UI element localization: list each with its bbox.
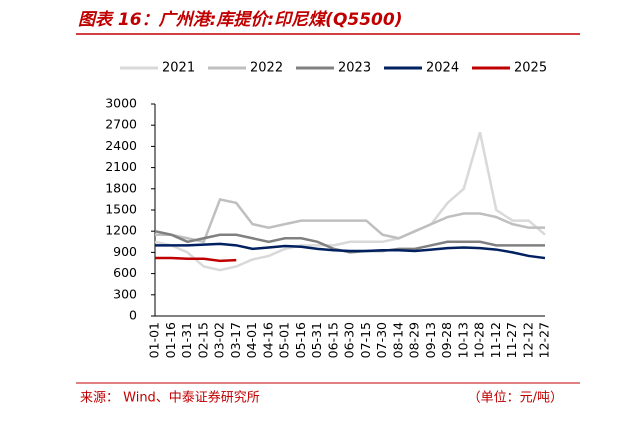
x-tick-label: 04-01 [244,322,259,358]
x-tick-label: 05-31 [309,322,324,358]
x-tick-label: 12-12 [520,322,535,358]
series-line [155,256,237,263]
series-line [155,197,545,244]
x-tick-label: 03-02 [212,322,227,358]
series-line [154,131,546,272]
y-tick-label: 2700 [105,117,137,132]
x-tick-label: 11-27 [504,322,519,358]
y-tick-label: 900 [113,244,137,259]
chart-title: 图表 16：广州港:库提价:印尼煤(Q5500) [78,10,402,30]
legend-label: 2021 [162,61,195,76]
y-tick-label: 2400 [105,138,137,153]
y-tick-label: 1200 [105,223,137,238]
x-tick-label: 01-16 [163,322,178,358]
x-tick-label: 06-30 [342,322,357,358]
series-line [154,229,545,254]
x-tick-label: 08-29 [407,322,422,358]
y-tick-label: 600 [113,265,137,280]
x-tick-label: 05-01 [277,322,292,358]
y-tick-label: 2100 [105,159,137,174]
y-tick-label: 300 [113,286,137,301]
x-tick-label: 01-31 [179,322,194,358]
x-tick-label: 12-27 [537,322,552,358]
x-tick-label: 07-15 [358,322,373,358]
x-tick-label: 10-13 [455,322,470,358]
x-tick-label: 01-01 [147,322,162,358]
legend-label: 2025 [514,61,547,76]
y-tick-label: 0 [129,308,137,323]
legend-label: 2024 [426,61,459,76]
x-tick-label: 10-28 [472,322,487,358]
x-tick-label: 11-12 [488,322,503,358]
x-tick-label: 09-13 [423,322,438,358]
x-tick-label: 02-15 [195,322,210,358]
legend-label: 2022 [250,61,283,76]
x-tick-label: 06-15 [325,322,340,358]
legend-label: 2023 [338,61,371,76]
x-tick-label: 05-16 [293,322,308,358]
y-tick-label: 1500 [105,202,137,217]
x-tick-label: 03-17 [228,322,243,358]
x-tick-label: 07-30 [374,322,389,358]
source: 来源： Wind、中泰证券研究所 [80,390,260,406]
x-tick-label: 08-14 [390,322,405,358]
series-line [155,242,546,260]
x-tick-label: 09-28 [439,322,454,358]
unit-note: （单位：元/吨） [468,391,563,406]
y-tick-label: 1800 [105,180,137,195]
y-tick-label: 3000 [105,96,137,111]
x-tick-label: 04-16 [260,322,275,358]
